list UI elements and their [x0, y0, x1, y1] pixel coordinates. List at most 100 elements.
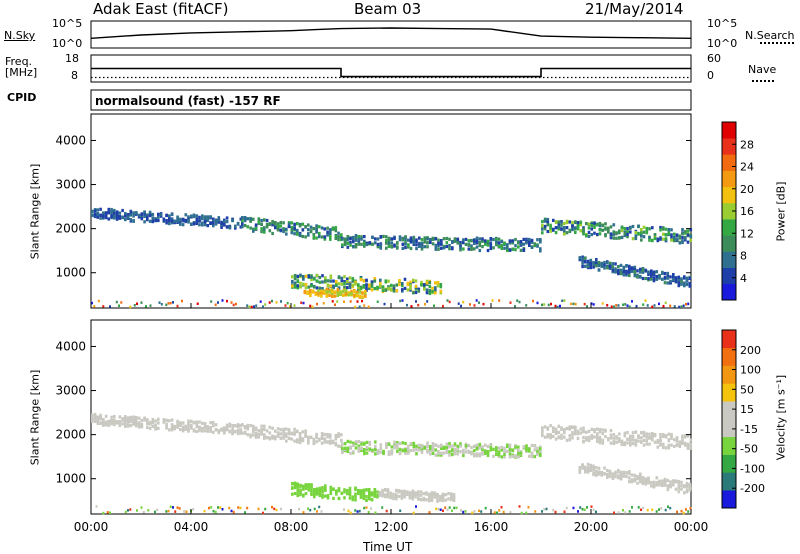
heatmap-cell — [113, 421, 116, 425]
heatmap-cell — [550, 302, 552, 306]
heatmap-cell — [343, 446, 347, 450]
heatmap-cell — [462, 247, 465, 251]
heatmap-cell — [318, 505, 321, 509]
heatmap-cell — [392, 495, 395, 499]
heatmap-cell — [225, 423, 229, 427]
heatmap-cell — [554, 226, 558, 230]
heatmap-cell — [625, 269, 628, 274]
heatmap-cell — [681, 239, 684, 243]
heatmap-cell — [313, 507, 316, 511]
heatmap-cell — [390, 288, 393, 292]
heatmap-cell — [656, 237, 660, 241]
x-tick-label: 00:00 — [674, 520, 709, 534]
heatmap-cell — [622, 470, 626, 474]
heatmap-cell — [625, 271, 628, 275]
heatmap-cell — [689, 446, 693, 450]
heatmap-cell — [326, 279, 330, 283]
heatmap-cell — [203, 215, 207, 219]
heatmap-cell — [299, 281, 302, 285]
heatmap-cell — [514, 244, 517, 248]
heatmap-cell — [104, 422, 108, 426]
heatmap-cell — [681, 435, 684, 439]
heatmap-cell — [678, 241, 682, 245]
heatmap-cell — [530, 240, 534, 244]
heatmap-cell — [192, 222, 196, 226]
heatmap-cell — [556, 305, 559, 309]
heatmap-cell — [450, 492, 453, 496]
heatmap-cell — [596, 435, 599, 439]
heatmap-cell — [348, 285, 352, 289]
heatmap-cell — [346, 277, 349, 281]
heatmap-cell — [190, 214, 193, 218]
heatmap-cell — [525, 304, 528, 307]
heatmap-cell — [373, 279, 377, 283]
heatmap-cell — [374, 241, 377, 245]
heatmap-cell — [570, 302, 573, 306]
heatmap-cell — [625, 471, 628, 475]
heatmap-cell — [302, 301, 305, 305]
heatmap-cell — [243, 217, 247, 221]
heatmap-cell — [631, 300, 633, 303]
heatmap-cell — [448, 247, 451, 251]
heatmap-cell — [172, 301, 174, 304]
heatmap-cell — [298, 434, 302, 438]
heatmap-cell — [396, 446, 399, 450]
heatmap-cell — [165, 423, 168, 427]
heatmap-cell — [650, 271, 653, 275]
heatmap-cell — [102, 216, 105, 220]
heatmap-cell — [148, 420, 152, 424]
heatmap-cell — [360, 237, 363, 241]
heatmap-cell — [440, 444, 443, 448]
heatmap-cell — [371, 242, 374, 246]
heatmap-cell — [282, 433, 285, 438]
heatmap-cell — [441, 494, 445, 499]
heatmap-cell — [255, 304, 258, 307]
heatmap-cell — [395, 289, 399, 293]
heatmap-cell — [365, 286, 368, 290]
heatmap-cell — [581, 466, 584, 470]
heatmap-cell — [307, 439, 310, 443]
heatmap-cell — [658, 479, 661, 483]
heatmap-cell — [669, 279, 672, 283]
heatmap-cell — [296, 232, 299, 236]
heatmap-cell — [666, 274, 670, 278]
heatmap-cell — [340, 282, 344, 286]
heatmap-cell — [478, 509, 480, 513]
heatmap-cell — [344, 289, 348, 293]
heatmap-cell — [346, 241, 350, 245]
heatmap-cell — [355, 290, 359, 294]
heatmap-cell — [390, 445, 394, 449]
heatmap-cell — [688, 281, 692, 286]
heatmap-cell — [626, 441, 629, 445]
heatmap-cell — [636, 275, 639, 279]
heatmap-cell — [257, 429, 261, 433]
heatmap-cell — [546, 426, 550, 430]
heatmap-cell — [246, 423, 250, 427]
heatmap-cell — [332, 487, 335, 491]
heatmap-cell — [146, 418, 149, 422]
heatmap-cell — [590, 434, 594, 438]
heatmap-cell — [486, 239, 490, 243]
heatmap-cell — [337, 234, 340, 239]
heatmap-cell — [412, 291, 415, 295]
heatmap-cell — [363, 506, 366, 510]
heatmap-cell — [351, 498, 355, 502]
heatmap-cell — [395, 497, 398, 501]
heatmap-cell — [129, 417, 133, 421]
heatmap-cell — [578, 256, 582, 260]
colorbar-tick-label: -50 — [740, 443, 758, 456]
heatmap-cell — [539, 247, 542, 251]
heatmap-cell — [571, 432, 574, 437]
heatmap-cell — [231, 427, 234, 431]
heatmap-cell — [362, 491, 366, 495]
colorbar-tick-label: 50 — [740, 383, 754, 396]
heatmap-cell — [262, 511, 264, 515]
heatmap-cell — [252, 217, 255, 221]
heatmap-cell — [178, 507, 181, 510]
heatmap-cell — [600, 261, 604, 265]
heatmap-cell — [670, 228, 673, 232]
heatmap-cell — [456, 444, 460, 448]
heatmap-cell — [592, 468, 595, 472]
heatmap-cell — [201, 421, 204, 425]
heatmap-cell — [543, 219, 547, 223]
